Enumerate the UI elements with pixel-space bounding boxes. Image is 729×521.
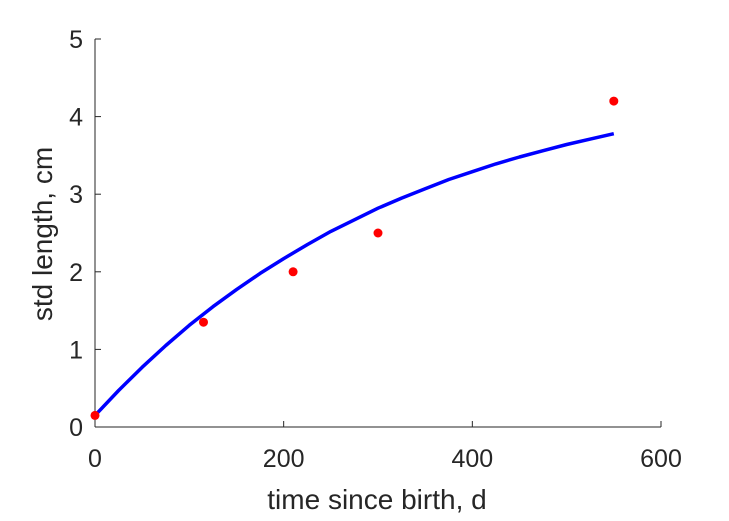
series-layer [90, 96, 619, 420]
y-tick-label: 0 [69, 414, 83, 442]
data-point [199, 317, 208, 327]
y-tick-label: 4 [69, 104, 83, 132]
x-tick-label: 200 [263, 445, 305, 473]
x-tick-label: 400 [451, 445, 493, 473]
y-tick-label: 1 [69, 336, 83, 364]
data-point [288, 267, 298, 277]
data-point [609, 96, 619, 106]
data-point [90, 410, 100, 420]
x-ticks: 0 200 400 600 [88, 421, 682, 473]
x-tick-label: 600 [640, 445, 682, 473]
y-tick-label: 3 [69, 181, 83, 209]
x-axis-label: time since birth, d [267, 484, 486, 515]
y-tick-label: 2 [69, 259, 83, 287]
y-tick-label: 5 [69, 26, 83, 54]
y-ticks: 0 1 2 3 4 5 [69, 26, 101, 442]
y-axis-label: std length, cm [27, 147, 58, 321]
fit-curve-line [93, 131, 615, 417]
x-tick-label: 0 [88, 445, 102, 473]
data-point [373, 228, 383, 238]
